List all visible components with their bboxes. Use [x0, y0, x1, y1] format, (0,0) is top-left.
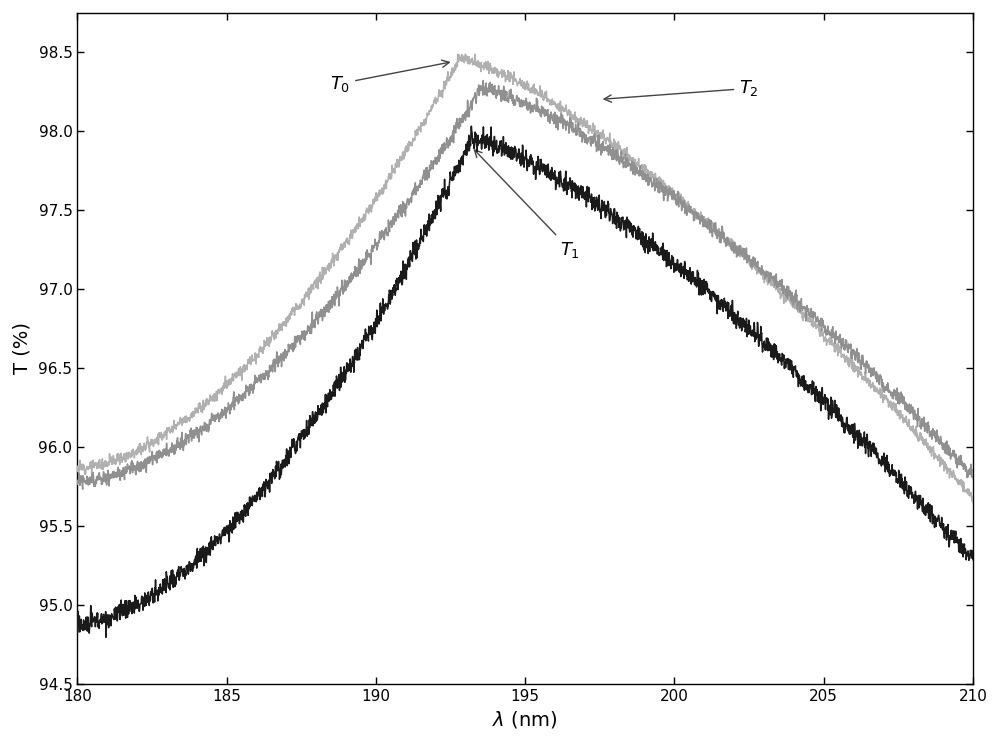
Text: $T_2$: $T_2$ — [604, 78, 759, 102]
Y-axis label: T (%): T (%) — [12, 322, 32, 374]
Text: $T_0$: $T_0$ — [330, 60, 449, 94]
Text: $T_1$: $T_1$ — [474, 150, 580, 259]
X-axis label: $\lambda$ (nm): $\lambda$ (nm) — [492, 710, 558, 730]
